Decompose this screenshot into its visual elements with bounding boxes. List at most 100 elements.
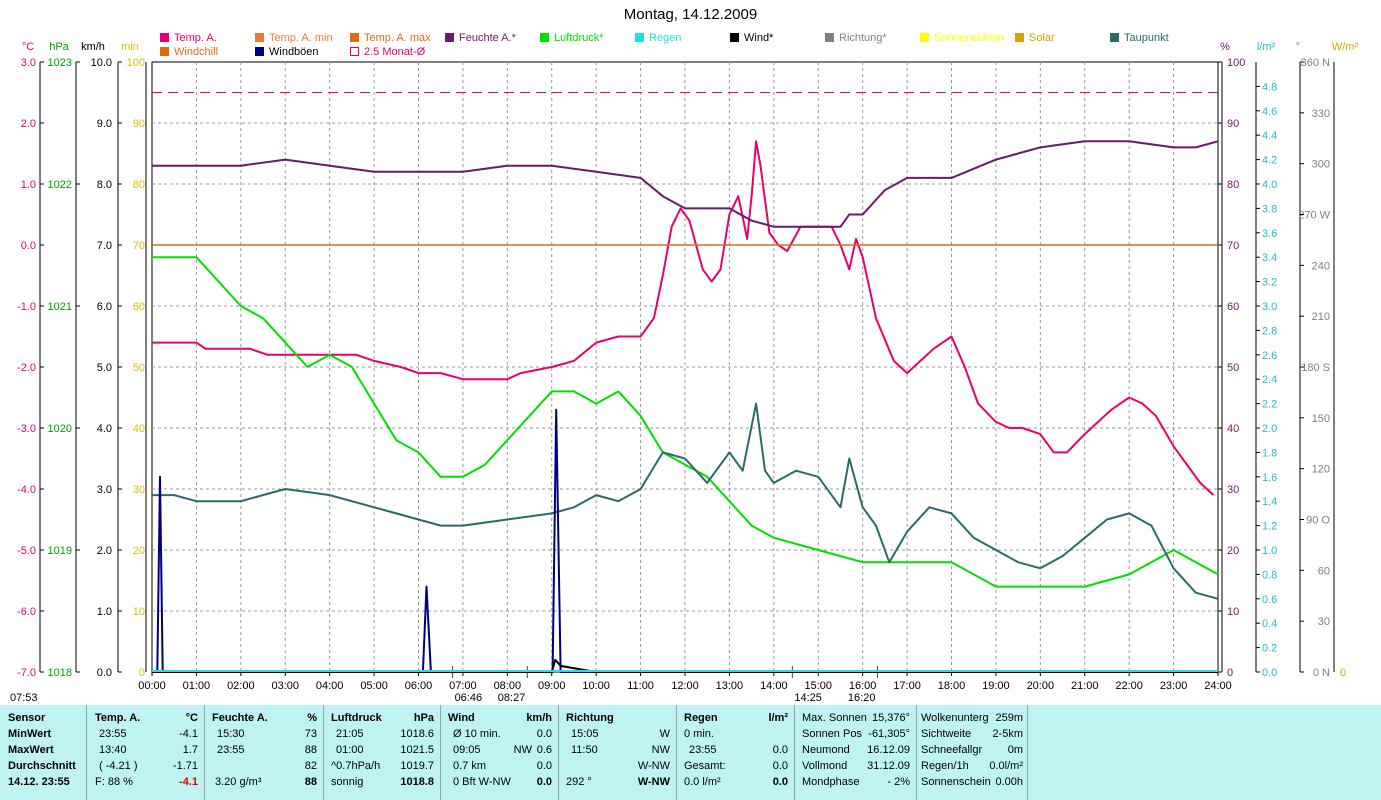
wind-avg-label: Ø 10 min. [453, 728, 501, 740]
direction-tick: 60 [1318, 565, 1330, 577]
legend-label: Feuchte A.* [459, 32, 516, 44]
x-tick-label: 12:00 [671, 680, 699, 692]
x-tick-label: 14:00 [760, 680, 788, 692]
x-tick-label: 09:00 [538, 680, 566, 692]
humidity-tick: 100 [1227, 57, 1245, 69]
x-tick-label: 15:00 [804, 680, 832, 692]
wind-avg2-value: 0.0 [536, 760, 552, 772]
summary-table: Sensor MinWert MaxWert Durchschnitt 14.1… [0, 705, 1381, 800]
rain-tick: 3.8 [1262, 203, 1277, 215]
time-marker-label: 06:46 [455, 692, 483, 704]
wind-tick: 1.0 [97, 606, 112, 618]
humidity-tick: 40 [1227, 423, 1239, 435]
time-marker-label: 14:25 [794, 692, 822, 704]
pressure-unit-label: hPa [49, 41, 69, 53]
row-label-avg: Durchschnitt [8, 760, 76, 772]
wind-avg-value: 0.0 [536, 728, 552, 740]
row-label-current: 14.12. 23:55 [8, 776, 70, 788]
time-marker-label: 16:20 [848, 692, 876, 704]
rain-tick: 2.0 [1262, 423, 1277, 435]
temp-avg-value: -1.71 [172, 760, 198, 772]
cloudbase-label: Wolkenunterg [921, 712, 989, 724]
temp-current-value: -4.1 [179, 776, 198, 788]
humidity-tick: 90 [1227, 118, 1239, 130]
direction-tick: 300 [1312, 159, 1330, 171]
snowline-label: Schneefallgr [921, 744, 983, 756]
rain-tick: 4.4 [1262, 130, 1277, 142]
x-tick-label: 22:00 [1115, 680, 1143, 692]
pressure-unit: hPa [413, 712, 434, 724]
legend-item-8: Sonnenschein [920, 32, 1004, 44]
legend-item-0: Temp. A. [160, 32, 217, 44]
temp-tick: -7.0 [17, 667, 36, 679]
rain-tick: 3.0 [1262, 301, 1277, 313]
visibility-value: 2-5km [992, 728, 1023, 740]
x-tick-label: 20:00 [1027, 680, 1055, 692]
wind-unit-label: km/h [81, 41, 105, 53]
wind-max-dir: NW [513, 744, 532, 756]
rain-tick: 3.6 [1262, 228, 1277, 240]
temp-header: Temp. A. [95, 712, 141, 724]
temp-tick: 1.0 [21, 179, 36, 191]
sunshine-label: Sonnenschein [921, 776, 991, 788]
x-tick-label: 04:00 [316, 680, 344, 692]
legend-item-6: Wind* [730, 32, 773, 44]
legend-label: Temp. A. max [364, 32, 431, 44]
wind-column: Wind km/h Ø 10 min. 0.0 09:05 NW 0.6 0.7 km 0… [441, 705, 559, 800]
fullmoon-label: Vollmond [802, 760, 848, 772]
weather-chart: °C hPa km/h min% l/m² ° W/m² 3.0 2.0 1.0 0.0 -1.0 -2… [10, 41, 1359, 704]
temp-tick: -1.0 [17, 301, 36, 313]
legend-label: Windchill [174, 46, 219, 58]
direction-min-time: 15:05 [571, 728, 599, 740]
wind-unit: km/h [526, 712, 552, 724]
rain-tick: 2.6 [1262, 350, 1277, 362]
solar-unit-label: W/m² [1332, 41, 1359, 53]
temp-column: Temp. A. °C 23:55 -4.1 13:40 1.7 ( -4.21 ) -… [87, 705, 205, 800]
rain-max-value: 0.0 [772, 744, 788, 756]
legend-swatch [255, 47, 264, 56]
sensor-column: Sensor MinWert MaxWert Durchschnitt 14.1… [0, 705, 87, 800]
rain-current-note: 0.0 l/m² [684, 776, 721, 788]
humidity-unit-label: % [1220, 41, 1230, 53]
legend-item-2: Temp. A. max [350, 32, 431, 44]
pressure-column: Luftdruck hPa 21:05 1018.6 01:00 1021.5 ^0.… [324, 705, 441, 800]
direction-tick: 0 N [1313, 667, 1330, 679]
series-temp-a- [152, 140, 1215, 496]
direction-current-deg: 292 ° [566, 776, 592, 788]
pressure-avg-value: 1019.7 [400, 760, 434, 772]
wind-tick: 8.0 [97, 179, 112, 191]
temp-unit-label: °C [22, 41, 34, 53]
snowline-value: 0m [1007, 744, 1023, 756]
sensor-header: Sensor [8, 712, 46, 724]
rain-unit: l/m² [768, 712, 788, 724]
cloudbase-value: 259m [995, 712, 1023, 724]
wind-current-value: 0.0 [536, 776, 552, 788]
temp-unit: °C [185, 712, 198, 724]
pressure-tick: 1022 [48, 179, 72, 191]
direction-unit-label: ° [1296, 41, 1300, 53]
chart-title: Montag, 14.12.2009 [623, 6, 758, 23]
humidity-tick: 20 [1227, 545, 1239, 557]
sun-min-unit-label: min [121, 41, 139, 53]
fullmoon-value: 31.12.09 [867, 760, 910, 772]
temp-max-value: 1.7 [182, 744, 198, 756]
inner-pct-tick: 60 [133, 301, 145, 313]
temp-min-time: 23:55 [99, 728, 127, 740]
rain-tick: 3.2 [1262, 277, 1277, 289]
row-label-max: MaxWert [8, 744, 54, 756]
pressure-tick: 1018 [48, 667, 72, 679]
x-tick-label: 05:00 [360, 680, 388, 692]
direction-tick: 330 [1312, 108, 1330, 120]
direction-tick: 120 [1312, 464, 1330, 476]
x-tick-label: 07:00 [449, 680, 477, 692]
direction-column: Richtung 15:05 W 11:50 NW W-NW 292 ° W-NW [559, 705, 677, 800]
rain-column: Regen l/m² 0 min. 23:55 0.0 Gesamt: 0.0 0.0… [677, 705, 795, 800]
legend-label: Luftdruck* [554, 32, 604, 44]
misc-column: Wolkenunterg 259m Sichtweite 2-5km Schneef… [917, 705, 1028, 800]
legend-label: Temp. A. min [269, 32, 333, 44]
humidity-tick: 80 [1227, 179, 1239, 191]
humidity-tick: 50 [1227, 362, 1239, 374]
legend-swatch [1110, 33, 1119, 42]
humidity-unit: % [307, 712, 317, 724]
temp-tick: 2.0 [21, 118, 36, 130]
